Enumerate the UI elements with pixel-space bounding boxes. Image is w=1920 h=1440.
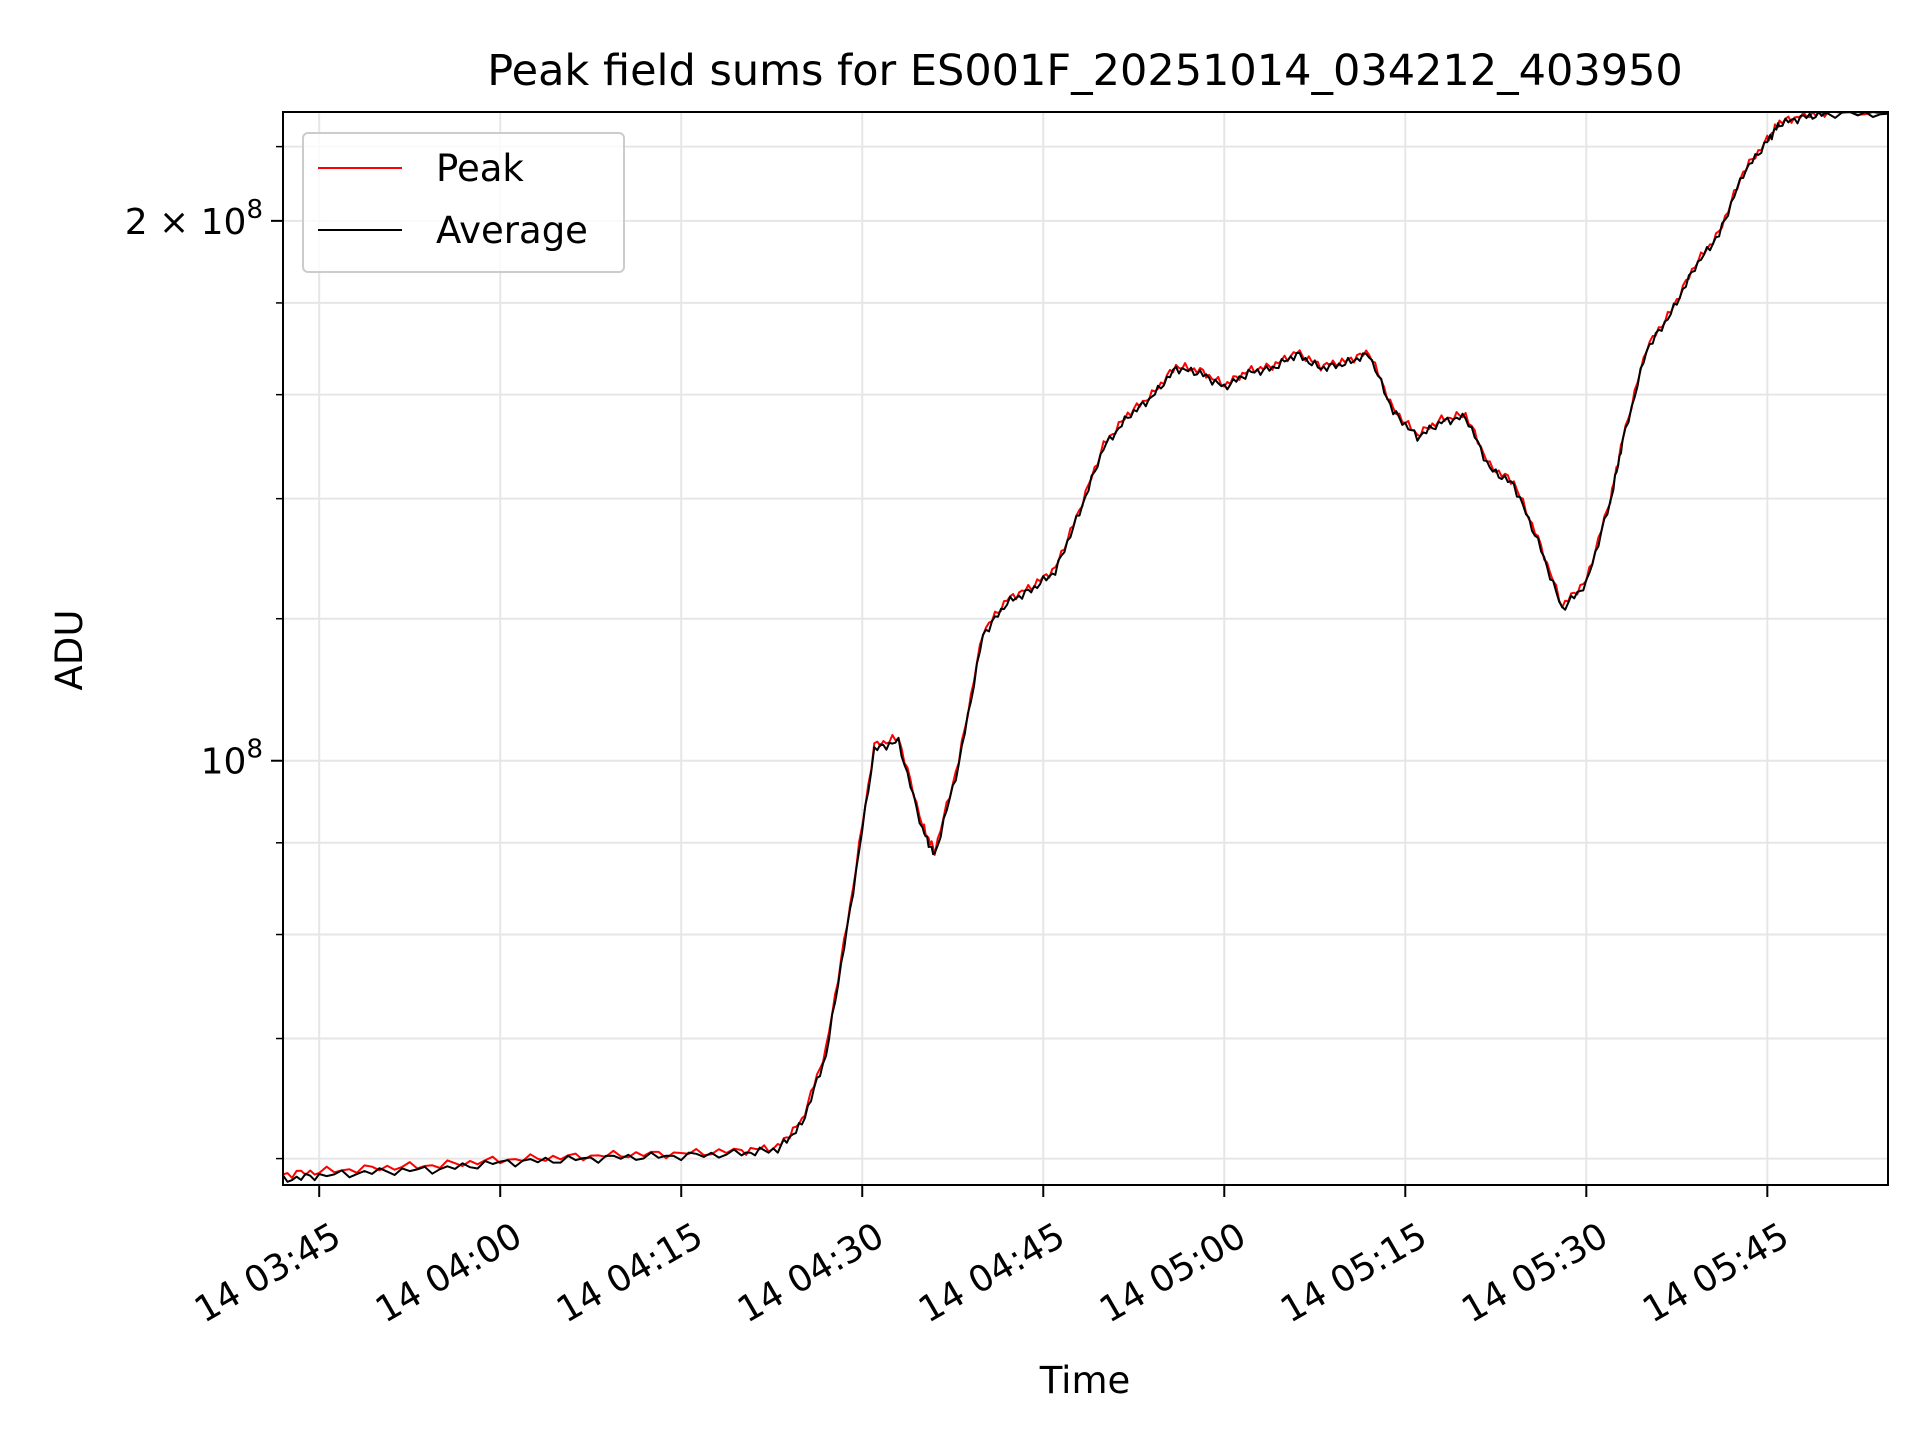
y-axis-ticks: 2 × 108 108 (125, 145, 283, 1160)
grid-lines (283, 112, 1888, 1185)
legend: Peak Average (302, 132, 625, 273)
chart-title: Peak field sums for ES001F_20251014_0342… (487, 46, 1683, 96)
legend-average-label: Average (436, 209, 588, 252)
y-tick-label: 108 (201, 735, 263, 783)
y-tick-label: 2 × 108 (125, 195, 263, 243)
y-axis-label: ADU (48, 610, 91, 691)
plot-frame (282, 111, 1889, 1186)
series-line-average (282, 111, 1889, 1183)
series-layer (282, 111, 1889, 1183)
x-axis-label: Time (1039, 1359, 1131, 1402)
legend-peak-label: Peak (436, 147, 524, 190)
